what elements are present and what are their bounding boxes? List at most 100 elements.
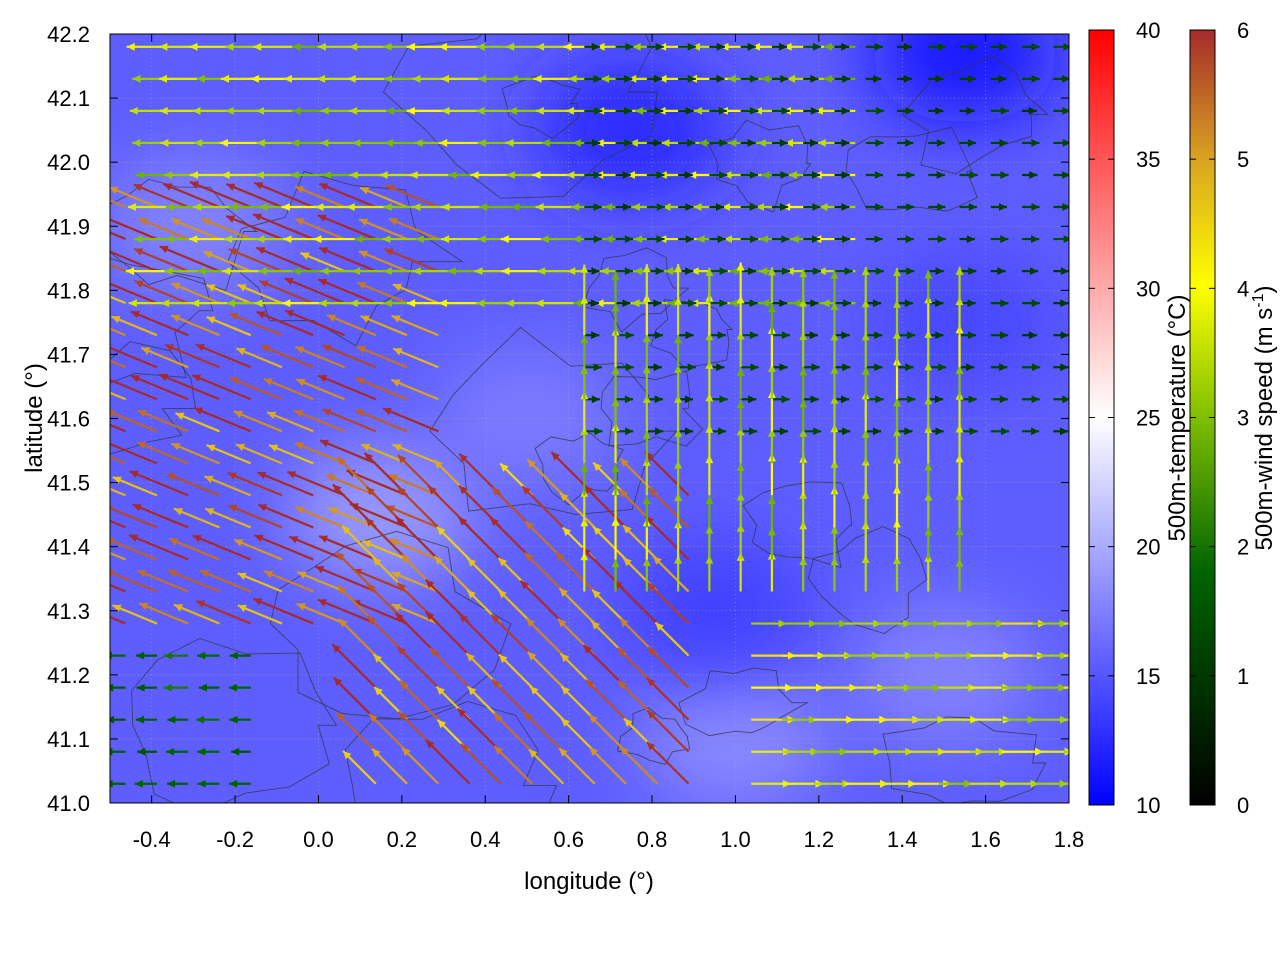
- wind-vector-head: [696, 235, 705, 243]
- wind-vector-head: [388, 218, 398, 226]
- wind-vector: [834, 42, 850, 51]
- wind-vector-shaft: [528, 748, 565, 785]
- wind-vector-shaft: [110, 551, 127, 561]
- wind-vector: [709, 107, 727, 115]
- wind-vector-shaft: [256, 310, 314, 337]
- wind-vector-shaft: [319, 439, 377, 465]
- wind-vector-head: [352, 267, 361, 275]
- wind-vector-shaft: [294, 217, 345, 241]
- wind-vector: [865, 107, 885, 115]
- wind-vector: [1053, 267, 1069, 275]
- wind-vector-head: [127, 203, 136, 211]
- wind-vector-head: [999, 363, 1008, 372]
- wind-vector-head: [160, 139, 169, 147]
- wind-vector-shaft: [253, 181, 314, 209]
- wind-vector-head: [317, 42, 326, 51]
- wind-vector-head: [229, 779, 238, 788]
- wind-vector: [642, 365, 651, 400]
- y-tick-label: 42.2: [47, 22, 90, 47]
- wind-vector: [191, 374, 252, 401]
- wind-vector-head: [412, 203, 421, 211]
- wind-vector: [1053, 139, 1069, 147]
- wind-title-main: 500m-wind speed (m s: [1251, 308, 1278, 551]
- colorbar-tick-label: 0: [1237, 793, 1249, 818]
- wind-vector: [799, 399, 808, 432]
- wind-vector-shaft: [296, 602, 345, 625]
- wind-vector-head: [339, 618, 348, 628]
- wind-vector: [476, 299, 512, 308]
- wind-vector-shaft: [385, 504, 439, 529]
- colorbar-tick-label: 20: [1136, 535, 1160, 560]
- wind-vector-head: [779, 42, 788, 51]
- wind-vector: [740, 331, 758, 340]
- wind-vector-shaft: [203, 250, 252, 273]
- wind-vector-head: [590, 299, 599, 308]
- wind-vector-head: [110, 375, 111, 377]
- wind-vector: [580, 335, 589, 368]
- wind-vector-shaft: [225, 183, 283, 209]
- wind-vector-head: [568, 74, 577, 83]
- wind-vector-head: [631, 203, 640, 211]
- wind-vector-head: [425, 611, 435, 621]
- wind-vector: [349, 299, 387, 308]
- wind-vector-head: [781, 107, 790, 115]
- wind-vector: [584, 395, 600, 404]
- wind-vector: [615, 299, 631, 308]
- wind-vector: [391, 603, 439, 625]
- wind-vector-head: [655, 427, 664, 436]
- wind-vector: [1022, 331, 1038, 340]
- wind-vector-head: [642, 365, 651, 374]
- wind-vector-head: [264, 570, 274, 578]
- wind-vector: [893, 299, 901, 336]
- x-axis-title: longitude (°): [524, 868, 654, 895]
- colorbar-tick-label: 40: [1136, 18, 1160, 43]
- wind-vector: [740, 203, 758, 211]
- wind-vector-shaft: [331, 643, 377, 689]
- wind-vector: [584, 139, 601, 147]
- wind-vector-head: [467, 558, 476, 567]
- wind-vector-head: [255, 171, 264, 179]
- wind-vector-head: [342, 750, 352, 760]
- wind-vector: [257, 503, 314, 529]
- wind-vector: [584, 235, 602, 243]
- wind-vector-head: [905, 139, 914, 147]
- wind-vector-head: [779, 427, 788, 436]
- wind-vector-shaft: [233, 538, 283, 561]
- wind-vector-head: [875, 395, 884, 404]
- wind-vector-head: [382, 407, 392, 416]
- wind-vector: [771, 107, 790, 115]
- wind-vector: [349, 107, 387, 115]
- wind-vector-head: [629, 139, 638, 147]
- colorbar-tick-label: 5: [1237, 147, 1249, 172]
- wind-vector-head: [111, 315, 121, 324]
- wind-vector: [158, 373, 220, 401]
- wind-vector: [110, 199, 127, 209]
- colorbar-tick-label: 15: [1136, 664, 1160, 689]
- wind-vector-head: [964, 779, 973, 788]
- wind-vector-head: [287, 471, 297, 479]
- wind-vector-head: [808, 619, 817, 628]
- wind-vector-head: [236, 347, 246, 356]
- wind-vector-head: [817, 139, 826, 147]
- wind-vector-head: [654, 395, 663, 404]
- wind-vector: [830, 365, 839, 400]
- wind-vector-head: [193, 203, 202, 211]
- wind-vector: [441, 107, 481, 115]
- wind-vector-head: [691, 42, 700, 51]
- colorbar-tick-label: 30: [1136, 276, 1160, 301]
- wind-vector-head: [447, 267, 456, 275]
- wind-vector: [897, 331, 916, 340]
- wind-vector: [646, 42, 664, 51]
- wind-vector-head: [163, 183, 173, 191]
- wind-vector: [110, 455, 127, 465]
- wind-vector-shaft: [588, 714, 627, 753]
- wind-vector-head: [656, 203, 665, 211]
- wind-vector-shaft: [433, 555, 471, 593]
- wind-vector: [678, 395, 693, 404]
- wind-vector-head: [935, 107, 944, 115]
- wind-vector-shaft: [492, 712, 533, 753]
- wind-vector-head: [529, 749, 538, 758]
- wind-vector-head: [839, 619, 848, 628]
- wind-vector-head: [228, 504, 238, 513]
- wind-vector: [771, 331, 790, 340]
